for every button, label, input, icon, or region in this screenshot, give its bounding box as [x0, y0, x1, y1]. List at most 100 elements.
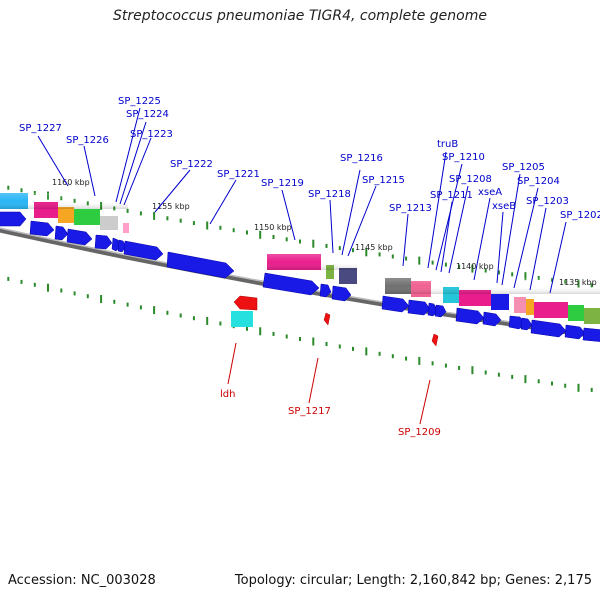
feature-box [514, 297, 526, 313]
inner-tick [537, 379, 540, 384]
gene-arrow [381, 295, 410, 313]
inner-tick [405, 356, 408, 361]
sp1209-gene-arrow [431, 333, 439, 347]
reverse-label-leaders [227, 342, 431, 425]
gene-label-ldh: ldh [220, 389, 235, 400]
gene-arrow [455, 307, 485, 325]
gene-arrow [319, 283, 332, 298]
feature-box [123, 223, 129, 233]
kbp-label: 1145 kbp [355, 243, 393, 252]
inner-tick [577, 383, 580, 392]
gene-label-xsea: xseA [478, 187, 502, 198]
inner-tick [378, 351, 381, 356]
inner-tick [33, 282, 36, 287]
kbp-scale: 1160 kbp 1155 kbp 1150 kbp 1145 kbp 1140 kbp… [52, 178, 597, 287]
inner-tick [325, 342, 328, 346]
gene-arrow [582, 327, 600, 342]
outer-tick [7, 185, 10, 190]
gene-label-sp-1213: SP_1213 [389, 203, 432, 214]
gene-arrow [331, 285, 352, 302]
kbp-label: 1155 kbp [152, 202, 190, 211]
inner-tick [20, 279, 23, 284]
inner-tick [524, 375, 527, 384]
forward-gene-track [0, 211, 600, 342]
gene-label-sp-1211: SP_1211 [430, 190, 473, 201]
feature-box [100, 216, 118, 230]
feature-box [74, 209, 100, 225]
gene-arrow [66, 228, 93, 246]
gene-arrow [564, 324, 586, 340]
inner-tick [206, 316, 209, 325]
genome-info-label: Topology: circular; Length: 2,160,842 bp… [234, 573, 592, 588]
gene-label-sp-1223: SP_1223 [130, 129, 173, 140]
inner-tick [73, 291, 76, 296]
feature-box [526, 299, 534, 315]
inner-tick [259, 327, 262, 336]
inner-tick [153, 306, 156, 315]
inner-tick [458, 365, 461, 370]
inner-tick [179, 313, 182, 318]
inner-tick [139, 305, 142, 310]
inner-tick [418, 356, 421, 365]
inner-tick [352, 346, 354, 351]
gene-arrow [407, 299, 431, 316]
ldh-gene-arrow [233, 295, 258, 311]
gene-arrow [54, 225, 69, 241]
gene-label-sp-1202: SP_1202 [560, 210, 600, 221]
inner-tick [113, 299, 116, 304]
outer-tick [139, 211, 142, 216]
gene-arrow [94, 234, 113, 250]
inner-tick [219, 321, 222, 326]
kbp-label: 1140 kbp [456, 262, 494, 271]
outer-tick [365, 248, 368, 257]
outer-tick [352, 248, 354, 253]
forward-label-leaders [37, 107, 567, 294]
gene-arrow [123, 240, 164, 261]
forward-gene-labels: SP_1225 SP_1224 SP_1227 SP_1223 SP_1226 SP_12… [19, 96, 600, 221]
gene-label-trub: truB [437, 139, 458, 150]
kbp-label: 1160 kbp [52, 178, 90, 187]
outer-tick [471, 264, 474, 273]
gene-label-sp-1225: SP_1225 [118, 96, 161, 107]
outer-tick [206, 221, 209, 230]
feature-box [326, 265, 334, 279]
inner-tick [7, 276, 10, 281]
outer-tick [126, 208, 129, 213]
gene-label-sp-1218: SP_1218 [308, 189, 351, 200]
outer-tick [153, 211, 156, 220]
outer-tick [511, 272, 514, 277]
feature-box [231, 311, 253, 327]
outer-tick [391, 254, 394, 259]
inner-tick [299, 337, 301, 341]
kbp-label: 1135 kbp [559, 278, 597, 287]
outer-tick [405, 256, 408, 261]
gene-label-sp-1222: SP_1222 [170, 159, 213, 170]
outer-tick [192, 221, 195, 226]
outer-tick [232, 228, 235, 233]
reverse-gene-labels: ldh SP_1217 SP_1209 [220, 389, 441, 438]
gene-label-sp-1205: SP_1205 [502, 162, 545, 173]
outer-tick [285, 237, 288, 242]
inner-tick [100, 295, 103, 303]
inner-tick [484, 370, 487, 375]
inner-tick [192, 316, 195, 321]
shading-overlay [0, 193, 600, 294]
inner-tick [391, 354, 394, 359]
gene-arrow [530, 319, 567, 338]
inner-tick [60, 288, 63, 293]
feature-box [58, 207, 74, 223]
inner-tick [365, 347, 368, 356]
feature-box [568, 305, 584, 321]
reverse-gene-track [233, 295, 439, 347]
inner-tick [511, 374, 514, 379]
outer-tick [524, 272, 527, 281]
inner-tick [497, 372, 500, 377]
gene-label-sp-1216: SP_1216 [340, 153, 383, 164]
outer-tick [378, 252, 381, 257]
gene-arrow [262, 272, 320, 296]
feature-box [584, 308, 600, 324]
gene-arrow [434, 304, 447, 318]
gene-label-sp-1208: SP_1208 [449, 174, 492, 185]
inner-tick [246, 326, 248, 331]
